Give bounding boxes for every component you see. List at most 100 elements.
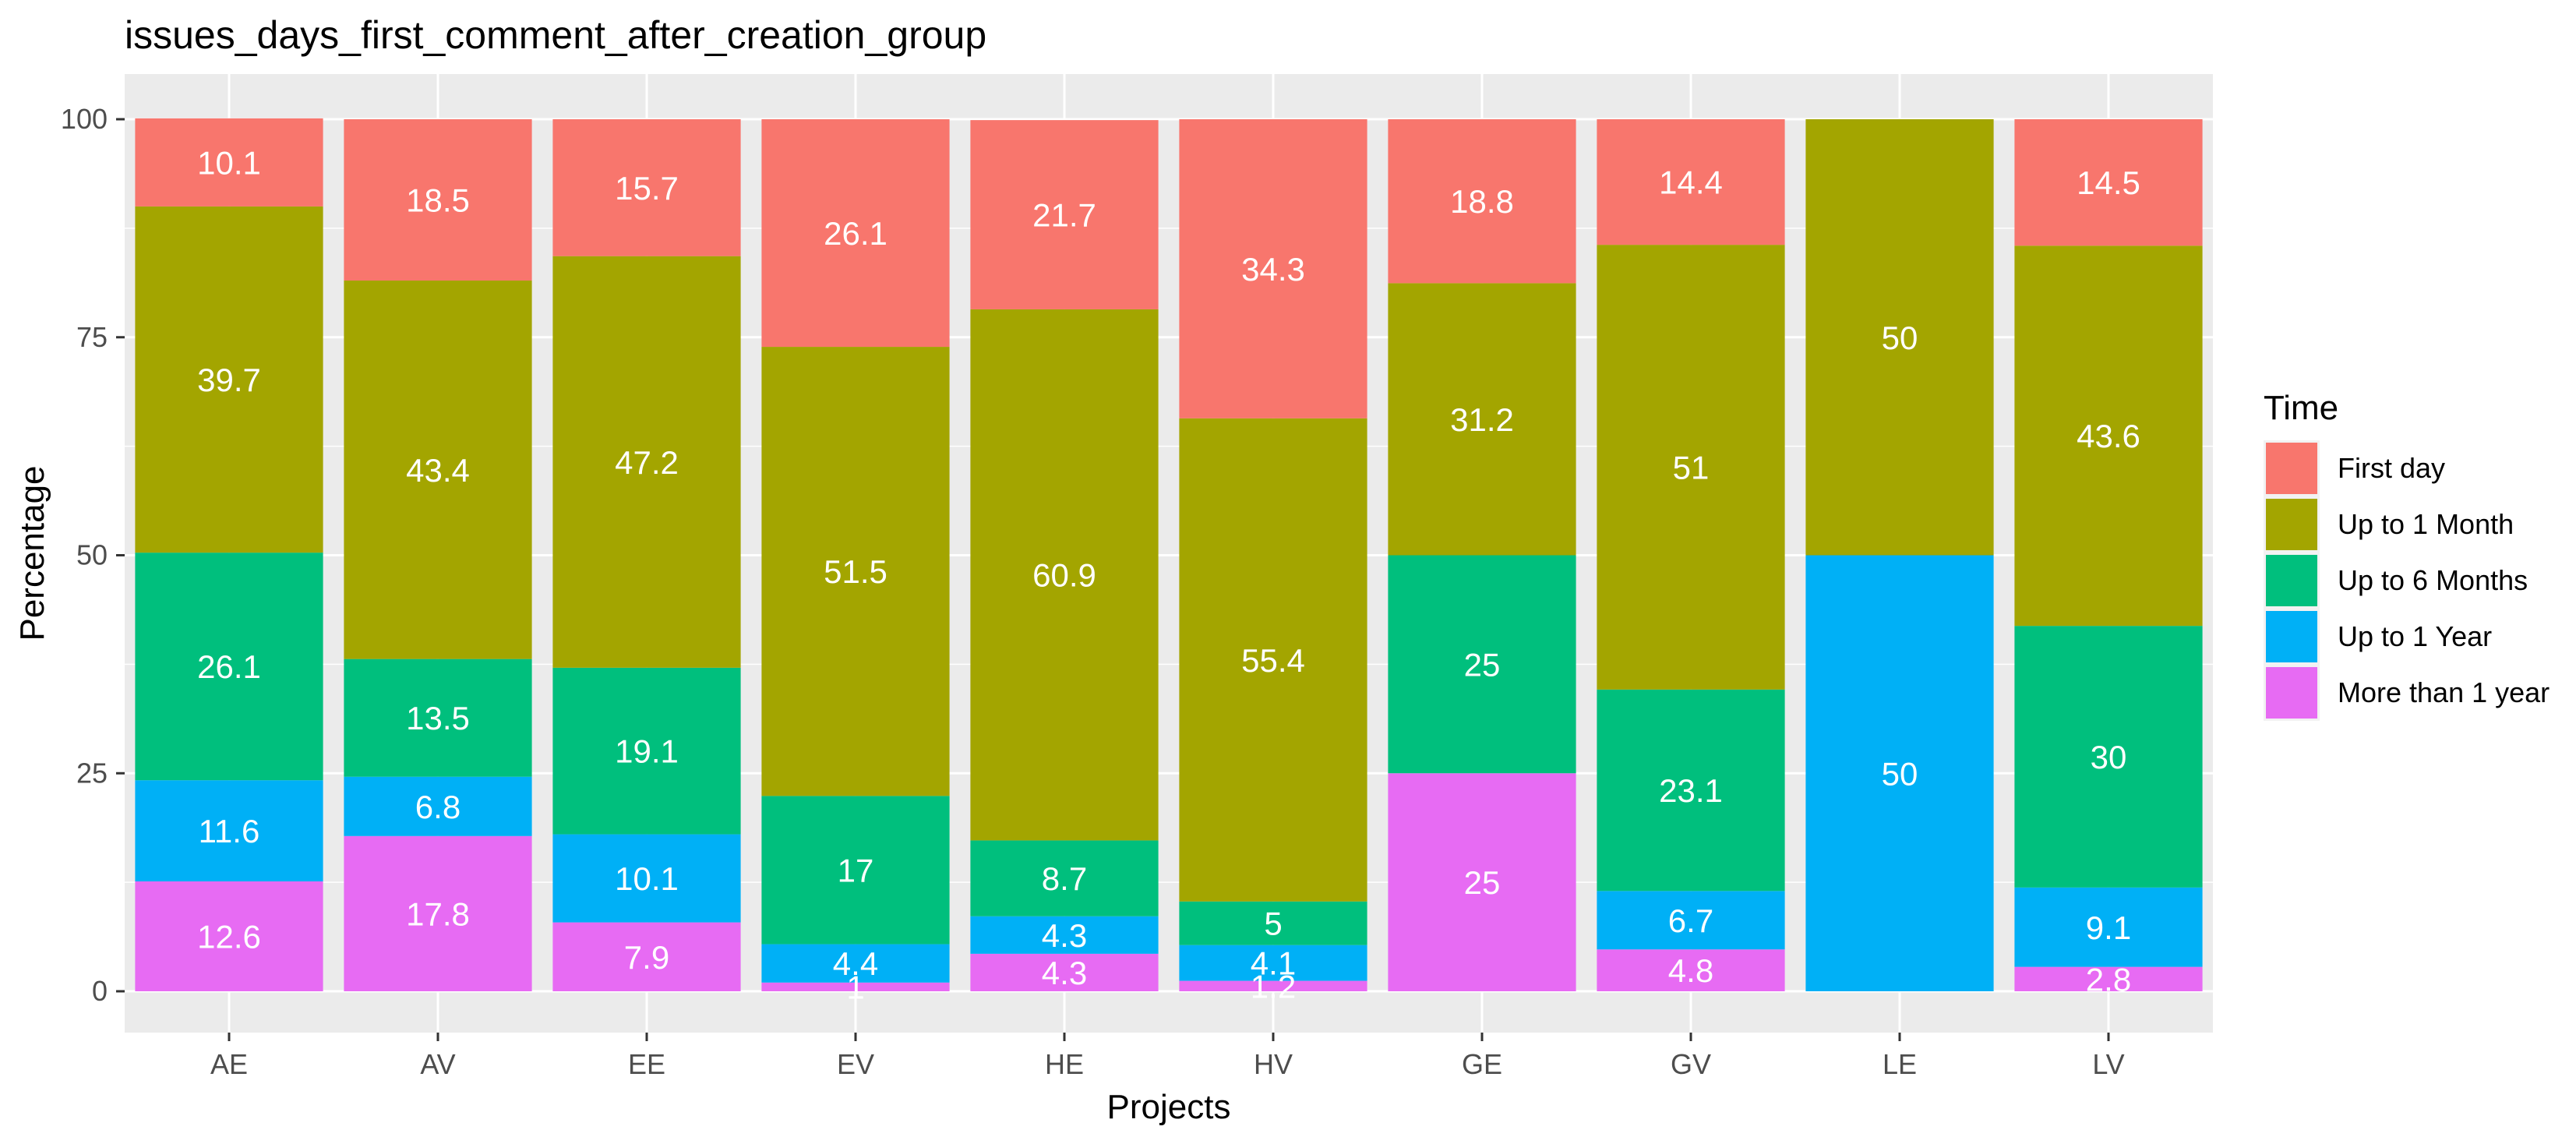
bar-segment	[1388, 119, 1576, 284]
data-label: 25	[1464, 864, 1501, 901]
bar-segment	[970, 840, 1159, 916]
y-tick-label: 25	[76, 757, 108, 789]
bar-segment	[2014, 119, 2203, 246]
bar-segment	[1597, 245, 1785, 690]
bar-segment	[135, 206, 323, 553]
bar-segment	[761, 119, 950, 348]
data-label: 4.3	[1042, 955, 1087, 991]
data-label: 50	[1882, 755, 1918, 792]
legend-swatch	[2266, 443, 2317, 494]
data-label: 26.1	[197, 648, 261, 685]
bar-segment	[761, 982, 950, 991]
bar-segment	[970, 309, 1159, 841]
data-label: 1	[846, 969, 864, 1005]
y-tick-label: 75	[76, 321, 108, 353]
bar-segment	[1388, 773, 1576, 991]
x-tick-label: HE	[1045, 1048, 1084, 1080]
legend-swatch	[2266, 555, 2317, 606]
data-label: 15.7	[615, 170, 679, 207]
data-label: 34.3	[1241, 251, 1305, 288]
data-label: 13.5	[406, 700, 470, 736]
bar-segment	[1179, 945, 1367, 981]
data-label: 1.2	[1251, 968, 1296, 1005]
data-label: 14.4	[1659, 164, 1723, 201]
data-label: 7.9	[624, 939, 669, 976]
bar-segment	[552, 119, 741, 256]
data-label: 18.8	[1450, 183, 1514, 220]
bar-segment	[552, 667, 741, 835]
bar-segment	[2014, 887, 2203, 967]
bar-segment	[344, 776, 532, 836]
bar-segment	[761, 347, 950, 796]
data-label: 14.5	[2077, 164, 2140, 201]
legend-label: Up to 1 Month	[2338, 508, 2514, 540]
x-tick-label: GE	[1462, 1048, 1502, 1080]
data-label: 17.8	[406, 895, 470, 932]
bar-segment	[2014, 245, 2203, 627]
data-label: 4.8	[1668, 952, 1713, 989]
data-label: 10.1	[615, 860, 679, 897]
bar-segment	[1179, 119, 1367, 418]
x-tick-label: EE	[628, 1048, 665, 1080]
bars	[135, 118, 2203, 991]
bar-segment	[135, 118, 323, 207]
data-label: 21.7	[1032, 197, 1096, 234]
bar-segment	[1388, 283, 1576, 556]
bar-segment	[761, 796, 950, 945]
data-label: 50	[1882, 320, 1918, 356]
bar-segment	[1179, 418, 1367, 902]
bar-segment	[1597, 689, 1785, 892]
bar-segment	[135, 780, 323, 882]
x-tick-label: LE	[1883, 1048, 1917, 1080]
data-label: 19.1	[615, 733, 679, 770]
data-label: 18.5	[406, 182, 470, 219]
data-label: 60.9	[1032, 557, 1096, 594]
legend-swatch	[2266, 611, 2317, 662]
bar-segment	[552, 834, 741, 923]
data-label: 8.7	[1042, 860, 1087, 897]
chart-title: issues_days_first_comment_after_creation…	[125, 13, 986, 57]
y-axis: 0 25 50 75 100	[61, 103, 125, 1007]
x-tick-label: GV	[1671, 1048, 1711, 1080]
x-tick-label: EV	[837, 1048, 874, 1080]
bar-segment	[552, 922, 741, 991]
data-label: 4.1	[1251, 945, 1296, 982]
x-tick-label: LV	[2092, 1048, 2124, 1080]
bar-segment	[344, 835, 532, 991]
x-axis-label: Projects	[1107, 1088, 1231, 1126]
data-label: 43.4	[406, 452, 470, 489]
bar-segment	[552, 256, 741, 668]
bar-segment	[1597, 119, 1785, 245]
data-label: 26.1	[824, 215, 887, 252]
bar-segment	[761, 944, 950, 983]
data-label: 10.1	[197, 144, 261, 181]
data-label: 51	[1673, 449, 1710, 486]
legend-title: Time	[2264, 389, 2338, 427]
data-label: 4.4	[833, 945, 878, 982]
bar-segment	[344, 281, 532, 659]
bar-segment	[1805, 555, 1994, 991]
bar-segment	[970, 120, 1159, 309]
bar-segment	[135, 881, 323, 991]
y-axis-label: Percentage	[13, 465, 51, 641]
legend: Time First day Up to 1 Month Up to 6 Month…	[2264, 389, 2550, 721]
data-label: 2.8	[2086, 961, 2131, 998]
data-label: 30	[2091, 739, 2127, 775]
x-tick-label: AV	[420, 1048, 455, 1080]
data-label: 43.6	[2077, 418, 2140, 454]
data-label: 39.7	[197, 362, 261, 398]
data-label: 17	[838, 852, 874, 888]
data-label: 25	[1464, 646, 1501, 683]
bar-segment	[2014, 966, 2203, 991]
data-label: 55.4	[1241, 642, 1305, 679]
legend-swatch	[2266, 667, 2317, 719]
legend-label: Up to 6 Months	[2338, 564, 2528, 596]
data-label: 6.8	[415, 789, 461, 825]
bar-segment	[344, 659, 532, 777]
bar-labels: 12.6 11.6 26.1 39.7 10.1 17.8 6.8 13.5 43.4 18.5 7…	[197, 144, 2140, 1005]
bar-segment	[970, 953, 1159, 991]
data-label: 6.7	[1668, 902, 1713, 939]
data-label: 12.6	[197, 919, 261, 955]
legend-label: Up to 1 Year	[2338, 620, 2492, 652]
